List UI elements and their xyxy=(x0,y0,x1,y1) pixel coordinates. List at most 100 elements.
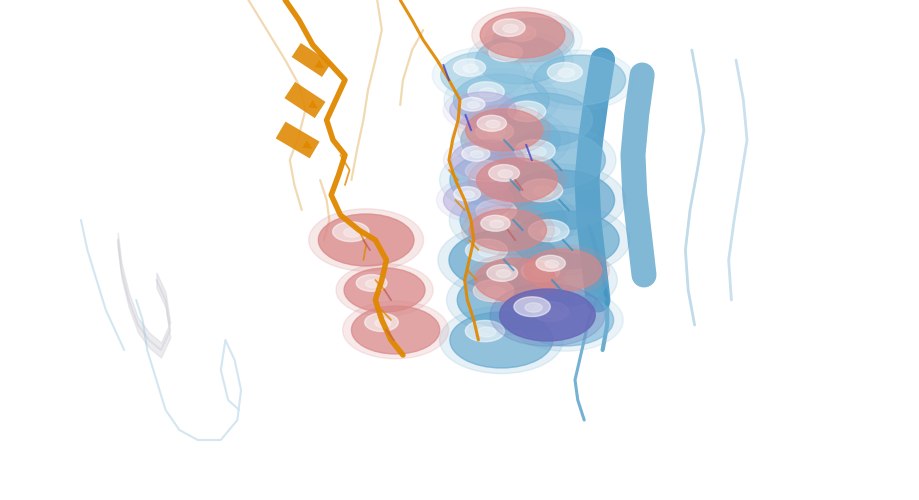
Circle shape xyxy=(450,140,524,180)
Circle shape xyxy=(502,24,517,32)
Circle shape xyxy=(440,52,525,98)
Circle shape xyxy=(448,230,559,290)
Circle shape xyxy=(449,92,516,128)
Circle shape xyxy=(467,102,479,108)
Circle shape xyxy=(489,220,503,228)
Circle shape xyxy=(497,170,512,177)
Circle shape xyxy=(460,113,560,167)
Circle shape xyxy=(519,108,537,117)
Circle shape xyxy=(514,30,528,38)
Circle shape xyxy=(487,125,616,195)
Circle shape xyxy=(443,136,531,184)
Circle shape xyxy=(465,160,504,182)
Circle shape xyxy=(558,68,574,78)
Circle shape xyxy=(344,268,425,312)
Circle shape xyxy=(540,226,560,237)
Circle shape xyxy=(375,319,391,328)
Circle shape xyxy=(495,247,617,313)
Circle shape xyxy=(508,289,622,351)
Circle shape xyxy=(485,286,505,297)
Circle shape xyxy=(484,14,582,66)
Circle shape xyxy=(544,260,558,268)
Circle shape xyxy=(364,313,398,332)
Circle shape xyxy=(477,167,495,177)
Circle shape xyxy=(457,271,563,329)
Circle shape xyxy=(505,252,607,308)
Circle shape xyxy=(477,116,506,132)
Circle shape xyxy=(547,62,582,82)
Circle shape xyxy=(465,320,504,342)
Circle shape xyxy=(470,150,483,158)
Circle shape xyxy=(342,301,448,359)
Circle shape xyxy=(478,246,498,257)
Circle shape xyxy=(465,239,507,262)
Circle shape xyxy=(344,228,360,237)
Circle shape xyxy=(504,170,614,230)
Circle shape xyxy=(475,36,563,84)
Circle shape xyxy=(514,140,554,162)
Circle shape xyxy=(521,261,559,281)
Circle shape xyxy=(450,108,570,172)
Circle shape xyxy=(482,88,602,152)
Circle shape xyxy=(498,131,605,189)
Circle shape xyxy=(475,200,516,222)
Circle shape xyxy=(458,105,550,155)
Circle shape xyxy=(512,211,618,269)
Circle shape xyxy=(453,186,480,201)
Circle shape xyxy=(432,48,533,102)
Circle shape xyxy=(449,152,552,208)
Circle shape xyxy=(499,289,595,341)
Circle shape xyxy=(528,220,568,242)
Circle shape xyxy=(533,186,553,197)
Circle shape xyxy=(443,88,522,132)
Circle shape xyxy=(505,24,536,42)
Circle shape xyxy=(501,205,630,275)
Circle shape xyxy=(453,59,485,76)
Circle shape xyxy=(460,191,566,249)
Circle shape xyxy=(351,306,439,354)
Circle shape xyxy=(465,109,542,151)
Circle shape xyxy=(543,308,560,317)
Circle shape xyxy=(493,19,525,36)
Circle shape xyxy=(486,264,517,281)
Circle shape xyxy=(520,179,562,202)
Circle shape xyxy=(309,209,423,271)
Circle shape xyxy=(527,146,546,157)
Circle shape xyxy=(525,303,541,312)
Circle shape xyxy=(469,209,546,251)
Circle shape xyxy=(439,146,562,214)
Circle shape xyxy=(356,274,387,291)
Circle shape xyxy=(466,31,573,89)
Circle shape xyxy=(448,185,577,255)
Circle shape xyxy=(514,297,550,316)
Circle shape xyxy=(476,158,557,202)
Circle shape xyxy=(472,280,513,301)
Circle shape xyxy=(461,205,553,255)
Circle shape xyxy=(488,43,522,62)
Circle shape xyxy=(495,270,510,278)
Circle shape xyxy=(443,181,513,219)
Circle shape xyxy=(318,214,414,266)
Circle shape xyxy=(516,245,608,295)
Circle shape xyxy=(499,49,515,58)
Circle shape xyxy=(536,256,565,272)
Circle shape xyxy=(507,101,545,121)
Circle shape xyxy=(532,267,550,277)
Circle shape xyxy=(439,306,562,374)
Circle shape xyxy=(477,327,495,337)
Circle shape xyxy=(488,164,519,182)
Circle shape xyxy=(533,55,625,105)
Circle shape xyxy=(461,146,489,161)
Circle shape xyxy=(524,50,634,110)
Circle shape xyxy=(449,312,552,368)
Circle shape xyxy=(333,222,369,242)
Circle shape xyxy=(444,69,558,131)
Circle shape xyxy=(524,249,601,291)
Circle shape xyxy=(532,302,568,322)
Circle shape xyxy=(453,74,549,126)
Circle shape xyxy=(474,258,555,302)
Circle shape xyxy=(462,64,478,72)
Circle shape xyxy=(475,121,513,142)
Circle shape xyxy=(466,254,563,306)
Circle shape xyxy=(479,88,495,97)
